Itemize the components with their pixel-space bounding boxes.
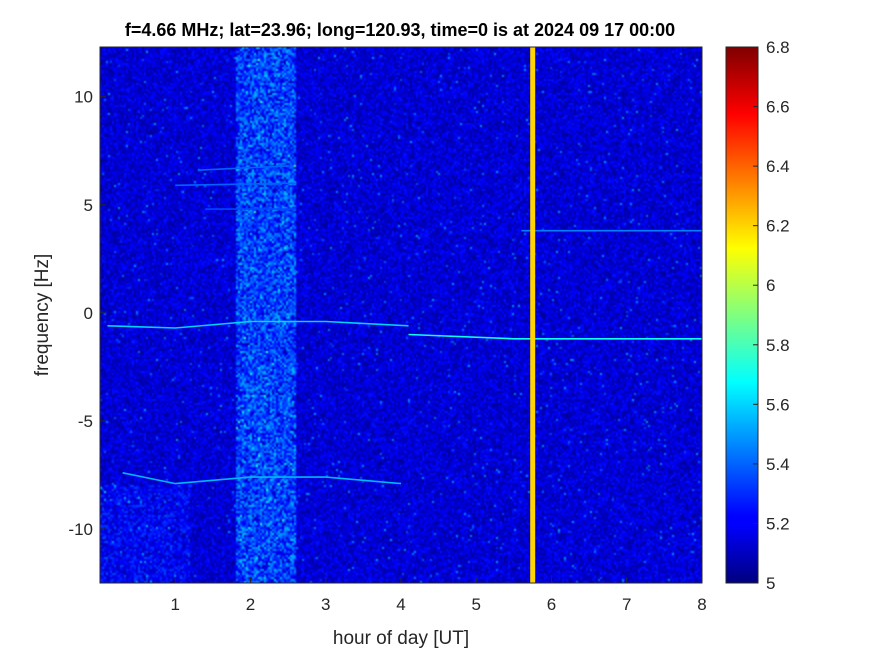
colorbar-tick-label: 5.4 bbox=[766, 455, 790, 474]
colorbar-gradient bbox=[725, 46, 759, 584]
x-tick-label: 2 bbox=[246, 595, 255, 614]
colorbar-tick-label: 6 bbox=[766, 276, 775, 295]
y-tick-label: -10 bbox=[68, 520, 93, 539]
spectral-trace-2 bbox=[408, 333, 702, 340]
spectral-trace-3 bbox=[122, 472, 402, 485]
colorbar-tick-label: 5 bbox=[766, 574, 775, 593]
x-axis-label: hour of day [UT] bbox=[333, 628, 469, 649]
y-tick-label: 0 bbox=[84, 304, 93, 323]
y-tick-label: -5 bbox=[78, 412, 93, 431]
x-tick-label: 7 bbox=[622, 595, 631, 614]
x-axis: 1 2 3 4 5 6 7 8 bbox=[171, 577, 707, 614]
x-tick-label: 6 bbox=[547, 595, 556, 614]
spectrogram-plot bbox=[99, 46, 703, 584]
colorbar-tick-label: 6.8 bbox=[766, 38, 790, 57]
spectral-trace-1 bbox=[107, 320, 409, 329]
spectral-trace-4 bbox=[197, 165, 289, 171]
x-tick-label: 8 bbox=[697, 595, 706, 614]
colorbar-tick-label: 5.8 bbox=[766, 336, 790, 355]
y-tick-label: 10 bbox=[74, 88, 93, 107]
x-tick-label: 1 bbox=[171, 595, 180, 614]
x-tick-label: 3 bbox=[321, 595, 330, 614]
y-tick-label: 5 bbox=[84, 196, 93, 215]
spectral-trace-5 bbox=[175, 182, 296, 187]
colorbar-tick-label: 6.4 bbox=[766, 157, 790, 176]
colorbar: 5 5.2 5.4 5.6 5.8 6 6.2 6.4 6.6 6.8 bbox=[725, 38, 790, 593]
colorbar-tick-label: 5.6 bbox=[766, 395, 790, 414]
y-axis: -10 -5 0 5 10 bbox=[68, 88, 106, 539]
chart-title: f=4.66 MHz; lat=23.96; long=120.93, time… bbox=[124, 20, 676, 40]
colorbar-tick-label: 6.2 bbox=[766, 217, 790, 236]
x-tick-label: 4 bbox=[396, 595, 405, 614]
colorbar-tick-label: 6.6 bbox=[766, 98, 790, 117]
x-tick-label: 5 bbox=[472, 595, 481, 614]
spectrogram-heatmap bbox=[100, 47, 702, 583]
vertical-band bbox=[530, 47, 536, 583]
y-axis-label: frequency [Hz] bbox=[32, 254, 53, 377]
colorbar-tick-label: 5.2 bbox=[766, 514, 790, 533]
